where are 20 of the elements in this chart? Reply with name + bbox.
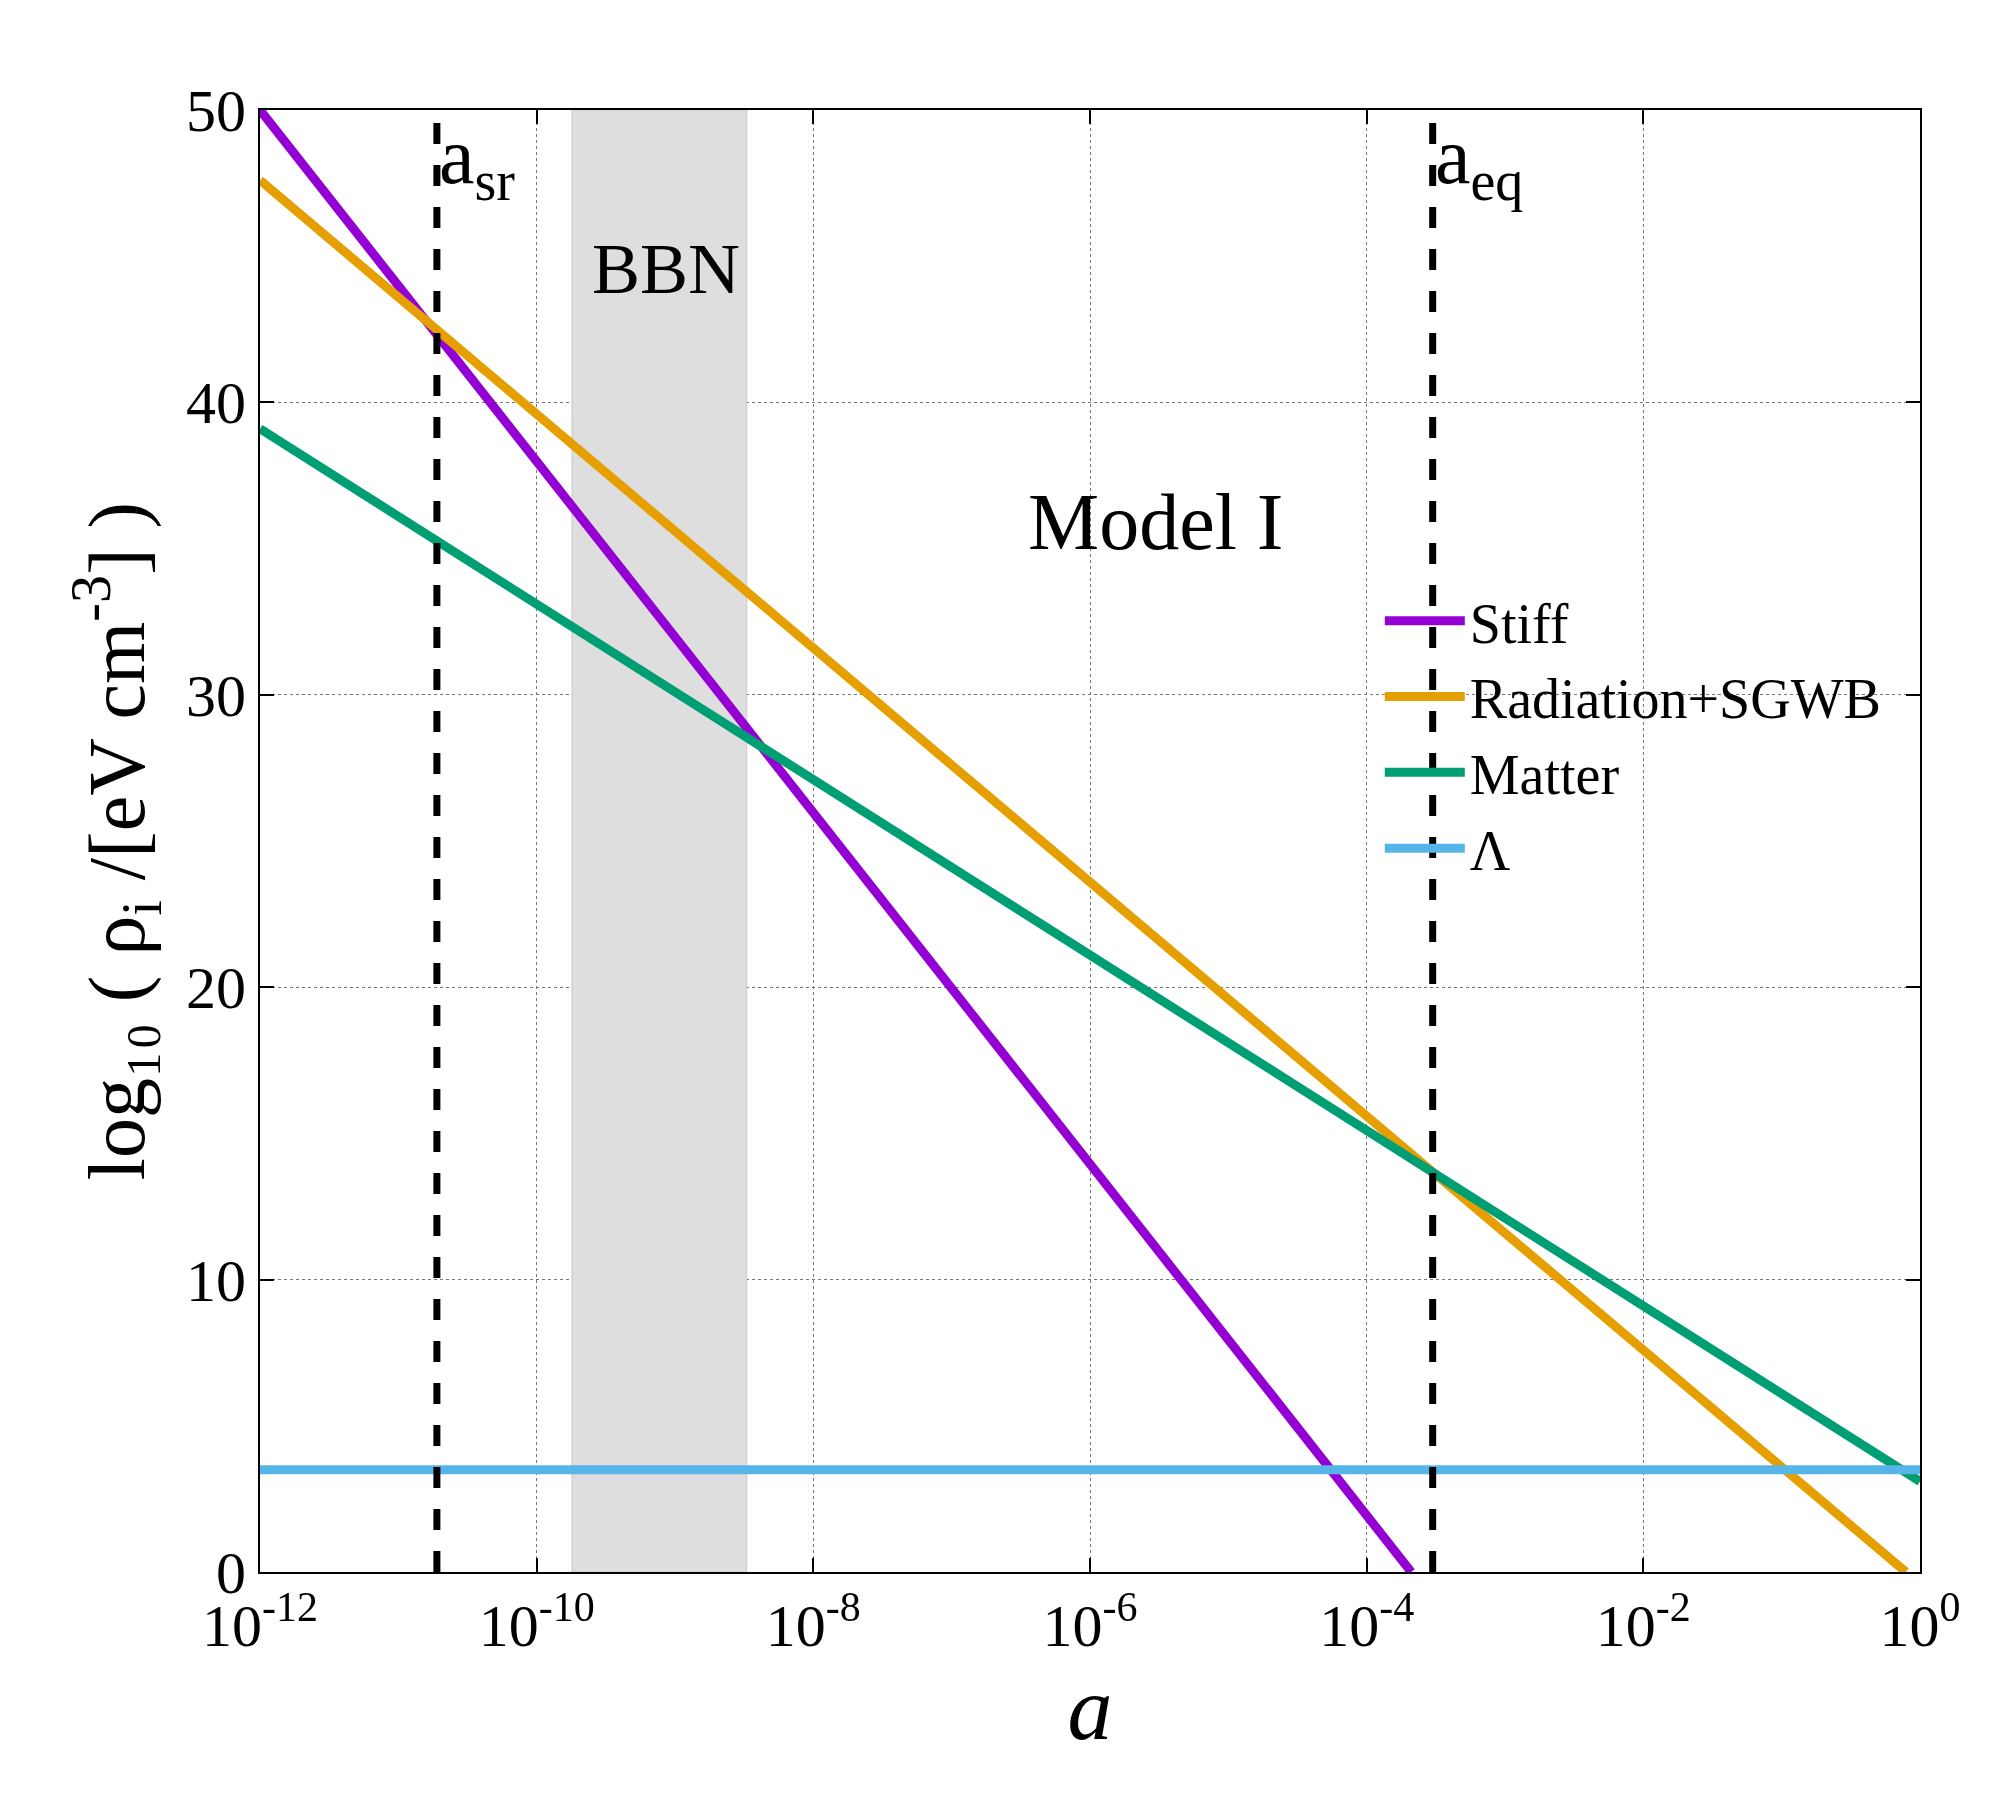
legend-label: Matter: [1469, 744, 1620, 807]
y-tick-label: 30: [186, 662, 246, 729]
x-axis-title: a: [1067, 1659, 1113, 1758]
y-tick-label: 50: [186, 78, 246, 144]
legend-label: Stiff: [1469, 592, 1569, 655]
annotation: Model I: [1028, 478, 1284, 566]
x-tick-label: 10$^{-2}$: [1595, 1583, 1691, 1659]
ref-line-label: a$_{eq}$: [1435, 112, 1524, 212]
y-tick-label: 10: [186, 1247, 246, 1314]
ref-line-label: a$_{sr}$: [439, 112, 516, 212]
x-tick-label: 10$^{0}$: [1879, 1583, 1961, 1659]
x-tick-label: 10$^{-8}$: [765, 1583, 861, 1659]
legend-label: Radiation+SGWB: [1469, 668, 1881, 731]
x-tick-label: 10$^{-4}$: [1319, 1583, 1415, 1659]
x-tick-label: 10$^{-10}$: [478, 1583, 595, 1659]
y-tick-label: 40: [186, 370, 246, 437]
x-tick-label: 10$^{-6}$: [1042, 1583, 1138, 1659]
band-label: BBN: [592, 229, 741, 309]
y-tick-label: 20: [186, 955, 246, 1022]
legend-label: Λ: [1469, 819, 1511, 882]
